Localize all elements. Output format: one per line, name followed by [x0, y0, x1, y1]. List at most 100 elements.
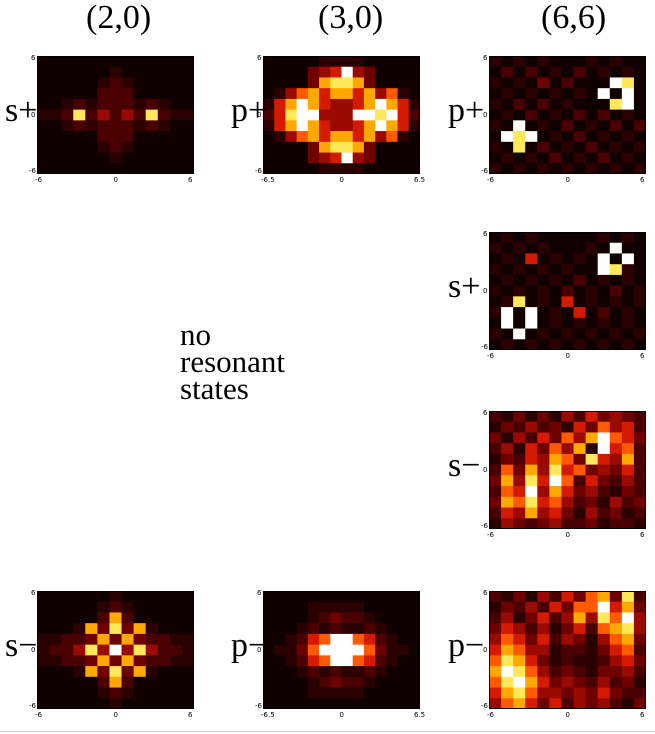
heatmap-cell [609, 507, 623, 519]
heatmap-cell [501, 496, 514, 508]
heatmap-cell [597, 464, 611, 476]
heatmap-cell [609, 56, 623, 68]
heatmap-cell [501, 274, 514, 286]
heatmap-cell [121, 666, 134, 678]
heatmap-cell [49, 687, 62, 699]
heatmap-cell [573, 633, 586, 645]
heatmap-cell [37, 612, 50, 624]
heatmap-cell [633, 687, 646, 699]
heatmap-cell [513, 421, 526, 433]
heatmap-cell [397, 163, 410, 174]
state-label-6-6-p-minus: p− [448, 627, 485, 664]
heatmap-cell [169, 120, 183, 132]
x-tick-max: 6 [188, 711, 193, 719]
heatmap-cell [363, 591, 376, 603]
heatmap-cell [501, 676, 514, 688]
heatmap-cell [537, 676, 550, 688]
heatmap-cell [386, 644, 398, 656]
heatmap-cell [169, 601, 183, 613]
heatmap-cell [597, 453, 611, 465]
heatmap-cell [73, 698, 86, 709]
heatmap-cell [501, 339, 514, 350]
heatmap-cell [621, 131, 635, 143]
heatmap-cell [109, 601, 122, 613]
heatmap-cell [169, 152, 183, 164]
heatmap-cell [573, 411, 586, 423]
heatmap-cell [537, 666, 550, 678]
heatmap-cell [263, 612, 275, 624]
note-line-3: states [180, 371, 249, 406]
heatmap-cell [585, 612, 598, 624]
heatmap-cell [133, 655, 146, 667]
heatmap-cell [85, 687, 98, 699]
heatmap-cell [573, 698, 586, 709]
y-tick-bottom: -6 [255, 167, 262, 175]
heatmap-cell [307, 77, 320, 89]
heatmap-cell [363, 98, 376, 110]
heatmap-cell [525, 676, 538, 688]
heatmap-cell [363, 687, 376, 699]
heatmap-cell [307, 98, 320, 110]
heatmap-cell [133, 77, 146, 89]
heatmap-cell [501, 507, 514, 519]
heatmap-cell [133, 163, 146, 174]
heatmap-cell [537, 443, 550, 455]
heatmap-cell [263, 687, 275, 699]
heatmap-cell [609, 655, 623, 667]
heatmap-cell [37, 109, 50, 121]
heatmap-cell [61, 623, 74, 635]
heatmap-cell [352, 601, 365, 613]
x-tick-mid: 0 [565, 352, 570, 360]
heatmap-cell [513, 152, 526, 164]
heatmap-cell [597, 98, 611, 110]
heatmap-cell [597, 698, 611, 709]
heatmap-cell [633, 507, 646, 519]
heatmap-cell [633, 676, 646, 688]
heatmap-cell [621, 296, 635, 308]
heatmap-cell [169, 633, 183, 645]
heatmap-cell [621, 486, 635, 498]
heatmap-cell [73, 163, 86, 174]
heatmap-cell [296, 77, 309, 89]
heatmap-cell [181, 591, 194, 603]
heatmap-cell [585, 453, 598, 465]
heatmap-cell [408, 633, 420, 645]
heatmap-cell [489, 242, 502, 254]
heatmap-cell [525, 307, 538, 319]
heatmap-cell [375, 88, 387, 100]
heatmap-cell [597, 507, 611, 519]
heatmap-cell [352, 109, 365, 121]
y-tick-mid: 0 [483, 111, 488, 119]
heatmap-cell [537, 633, 550, 645]
heatmap-cell [537, 98, 550, 110]
heatmap-cell [561, 307, 574, 319]
heatmap-2-0-s-plus [37, 56, 194, 174]
heatmap-cell [585, 432, 598, 444]
heatmap-cell [561, 131, 574, 143]
heatmap-cell [513, 687, 526, 699]
heatmap-cell [49, 56, 62, 68]
x-tick-min: -6 [487, 352, 494, 360]
heatmap-cell [621, 317, 635, 329]
heatmap-cell [633, 88, 646, 100]
heatmap-cell [296, 152, 309, 164]
heatmap-cell [341, 131, 354, 143]
x-tick-min: -6 [35, 711, 42, 719]
heatmap-cell [263, 666, 275, 678]
heatmap-cell [363, 131, 376, 143]
heatmap-cell [169, 77, 183, 89]
heatmap-cell [307, 633, 320, 645]
heatmap-cell [352, 163, 365, 174]
heatmap-cell [363, 655, 376, 667]
heatmap-cell [609, 421, 623, 433]
heatmap-cell [319, 623, 331, 635]
heatmap-cell [319, 109, 331, 121]
heatmap-cell [274, 120, 286, 132]
heatmap-cell [169, 56, 183, 68]
heatmap-cell [341, 591, 354, 603]
heatmap-cell [501, 432, 514, 444]
heatmap-cell [181, 66, 194, 78]
heatmap-cell [537, 453, 550, 465]
heatmap-cell [609, 486, 623, 498]
heatmap-cell [501, 285, 514, 297]
